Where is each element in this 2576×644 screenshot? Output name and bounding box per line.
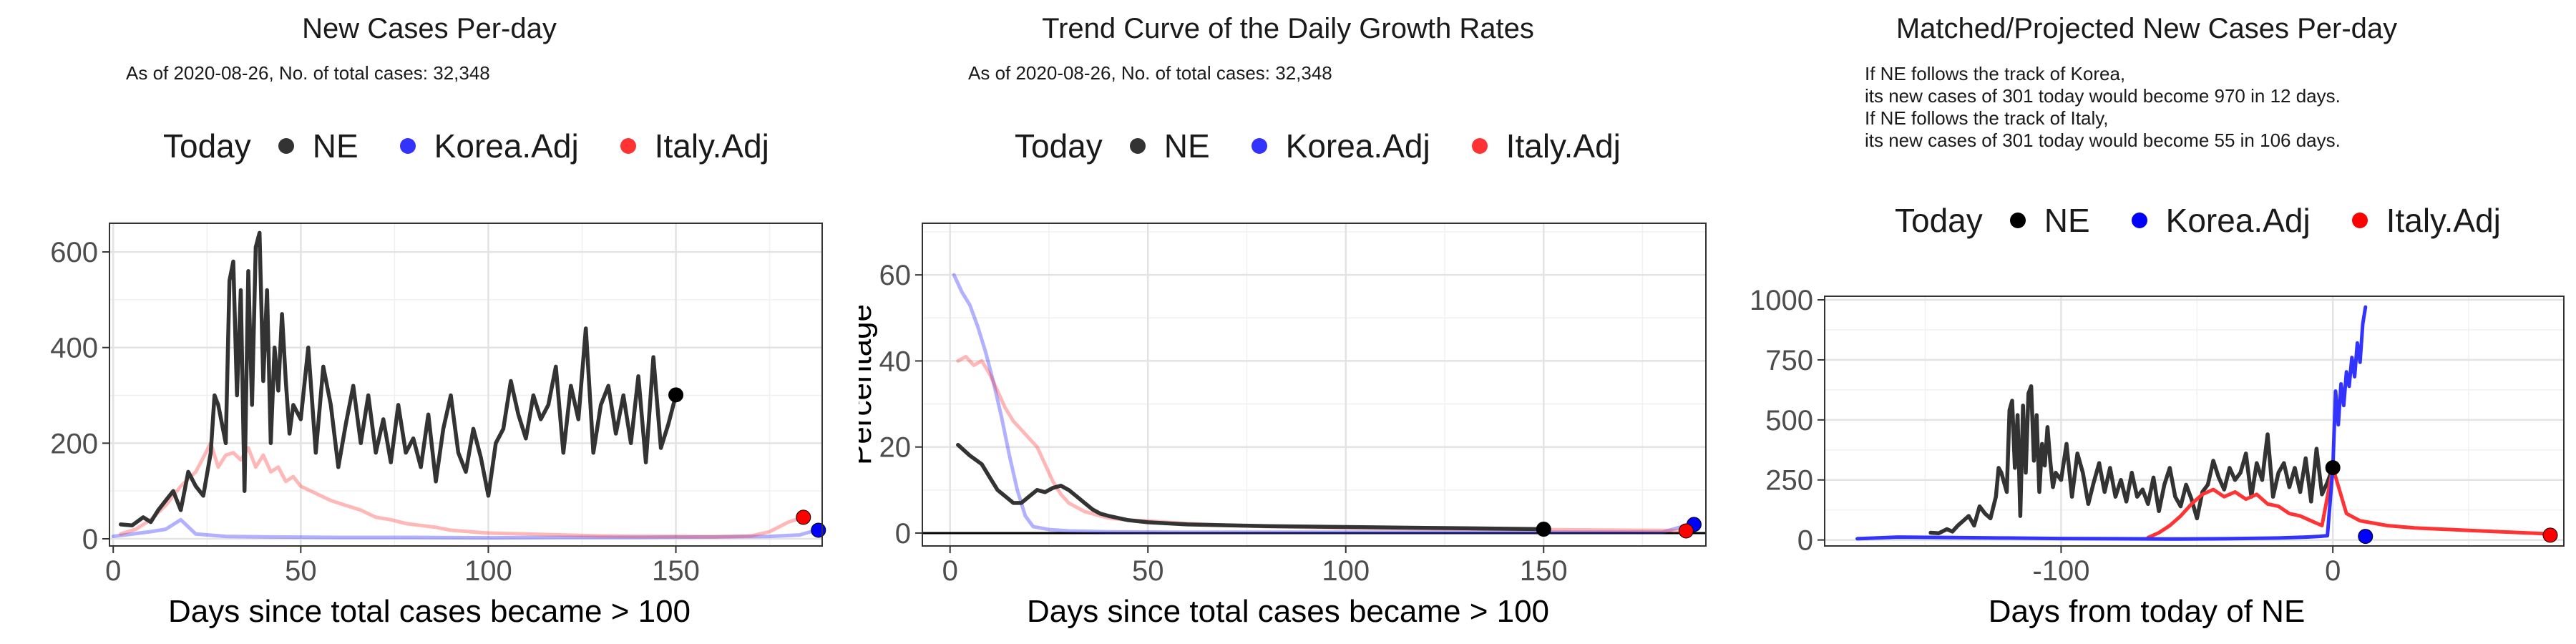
chart-subtitle-line-4: its new cases of 301 today would become … [1865,130,2341,151]
panel-projected-cases: Matched/Projected New Cases Per-day If N… [1717,0,2576,644]
x-tick-label: 150 [1520,555,1568,587]
legend-label-korea: Korea.Adj [2165,202,2311,239]
legend-label-italy: Italy.Adj [1506,127,1621,165]
legend-title: Today [163,127,251,165]
legend-key-ne [1129,138,1146,154]
legend-label-korea: Korea.Adj [434,127,579,165]
chart-title: New Cases Per-day [302,13,557,44]
panel-border [922,223,1707,547]
y-axis-label: Percentage [859,304,878,465]
chart-subtitle: As of 2020-08-26, No. of total cases: 32… [126,62,490,84]
y-tick-label: 200 [50,428,98,459]
legend-key-italy [1471,138,1488,154]
chart-title: Matched/Projected New Cases Per-day [1896,13,2398,44]
y-tick-label: 0 [895,518,911,550]
y-tick-label: 1000 [1750,285,1813,316]
series-line-ne [118,230,678,528]
legend-key-ne [2009,213,2026,228]
grid [1825,296,2564,546]
chart-title: Trend Curve of the Daily Growth Rates [1042,13,1534,44]
chart-subtitle-line-1: If NE follows the track of Korea, [1865,63,2126,84]
y-tick-label: 750 [1765,345,1813,376]
chart-subtitle-line-2: its new cases of 301 today would become … [1865,85,2341,107]
legend-key-italy [620,138,636,154]
panel-border [1824,296,2565,547]
legend-label-ne: NE [2044,202,2090,239]
grid [922,223,1706,546]
y-tick-label: 0 [1797,525,1813,557]
y-tick-label: 60 [879,260,912,291]
x-axis-label: Days since total cases became > 100 [1026,594,1550,629]
plot-area-new-cases: 0 50 100 150 0 200 400 600 [50,223,826,587]
x-tick-label: 50 [285,555,317,587]
today-point-italy-adj [1678,523,1694,539]
x-tick-label: 100 [464,555,512,587]
y-tick-label: 250 [1765,465,1813,497]
today-point-korea-adj [811,522,826,538]
y-tick-label: 20 [879,432,912,464]
y-tick-label: 40 [879,346,912,377]
legend-label-italy: Italy.Adj [654,127,769,165]
series-line-korea-adj [111,517,821,540]
today-point-italy-adj [2542,527,2558,543]
legend-label-ne: NE [1163,127,1210,165]
x-tick-label: 0 [942,555,958,587]
chart-legend: Today NE Korea.Adj Italy.Adj [163,125,801,167]
panel-new-cases: New Cases Per-day As of 2020-08-26, No. … [0,0,859,644]
chart-subtitle: As of 2020-08-26, No. of total cases: 32… [968,62,1332,84]
legend-title: Today [1015,127,1103,165]
x-tick-label: 50 [1132,555,1164,587]
series-line-ne [956,442,1546,532]
legend-key-korea [2131,213,2147,228]
today-point-ne [2325,460,2341,476]
panel-border [109,223,823,547]
y-tick-label: 400 [50,333,98,364]
legend-label-ne: NE [312,127,358,165]
plot-area-projected-cases: -100 0 0 250 500 750 1000 [1750,285,2565,587]
legend-key-korea [1251,138,1267,154]
legend-key-ne [278,138,294,154]
y-tick-label: 600 [50,237,98,268]
today-point-ne [1536,522,1551,537]
x-axis-label: Days from today of NE [1988,594,2306,629]
legend-key-korea [399,138,416,154]
series-line-italy-adj [2146,466,2552,540]
chart-legend: Today NE Korea.Adj Italy.Adj [1895,199,2532,242]
x-tick-label: -100 [2032,555,2089,587]
x-tick-label: 100 [1322,555,1370,587]
legend-title: Today [1895,202,1983,239]
series-line-ne [1928,384,2335,535]
x-tick-label: 0 [105,555,121,587]
grid [109,223,822,546]
legend-label-italy: Italy.Adj [2386,202,2501,239]
x-tick-label: 150 [652,555,700,587]
y-tick-label: 500 [1765,405,1813,436]
panel-background [922,223,1706,546]
panel-background [109,223,822,546]
x-axis-label: Days since total cases became > 100 [167,594,691,629]
today-point-ne [668,387,684,403]
panel-growth-rates: Trend Curve of the Daily Growth Rates As… [859,0,1717,644]
legend-label-korea: Korea.Adj [1285,127,1430,165]
chart-legend: Today NE Korea.Adj Italy.Adj [1015,125,1652,167]
y-tick-label: 0 [82,524,98,555]
series-line-korea-adj [952,273,1696,535]
chart-subtitle-line-3: If NE follows the track of Italy, [1865,107,2109,129]
x-tick-label: 0 [2325,555,2341,587]
today-point-korea-adj [2358,529,2373,545]
today-point-italy-adj [796,509,811,525]
legend-key-italy [2351,213,2368,228]
